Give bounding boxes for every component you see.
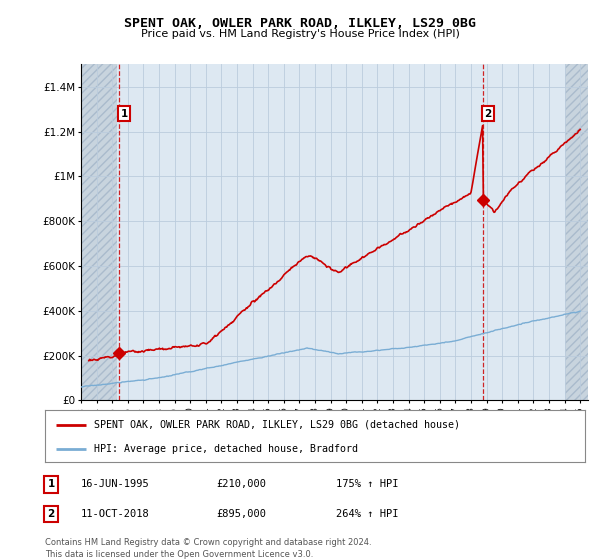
Text: £210,000: £210,000 [216, 479, 266, 489]
Text: Contains HM Land Registry data © Crown copyright and database right 2024.
This d: Contains HM Land Registry data © Crown c… [45, 538, 371, 559]
Text: HPI: Average price, detached house, Bradford: HPI: Average price, detached house, Brad… [94, 444, 358, 454]
Text: 1: 1 [121, 109, 128, 119]
Text: 175% ↑ HPI: 175% ↑ HPI [336, 479, 398, 489]
Text: 11-OCT-2018: 11-OCT-2018 [81, 509, 150, 519]
Text: 16-JUN-1995: 16-JUN-1995 [81, 479, 150, 489]
Text: £895,000: £895,000 [216, 509, 266, 519]
Text: SPENT OAK, OWLER PARK ROAD, ILKLEY, LS29 0BG (detached house): SPENT OAK, OWLER PARK ROAD, ILKLEY, LS29… [94, 420, 460, 430]
Bar [565, 64, 588, 400]
Text: 2: 2 [47, 509, 55, 519]
Text: 1: 1 [47, 479, 55, 489]
Text: Price paid vs. HM Land Registry's House Price Index (HPI): Price paid vs. HM Land Registry's House … [140, 29, 460, 39]
Bar [81, 64, 117, 400]
Text: 2: 2 [484, 109, 491, 119]
Text: 264% ↑ HPI: 264% ↑ HPI [336, 509, 398, 519]
Text: SPENT OAK, OWLER PARK ROAD, ILKLEY, LS29 0BG: SPENT OAK, OWLER PARK ROAD, ILKLEY, LS29… [124, 17, 476, 30]
